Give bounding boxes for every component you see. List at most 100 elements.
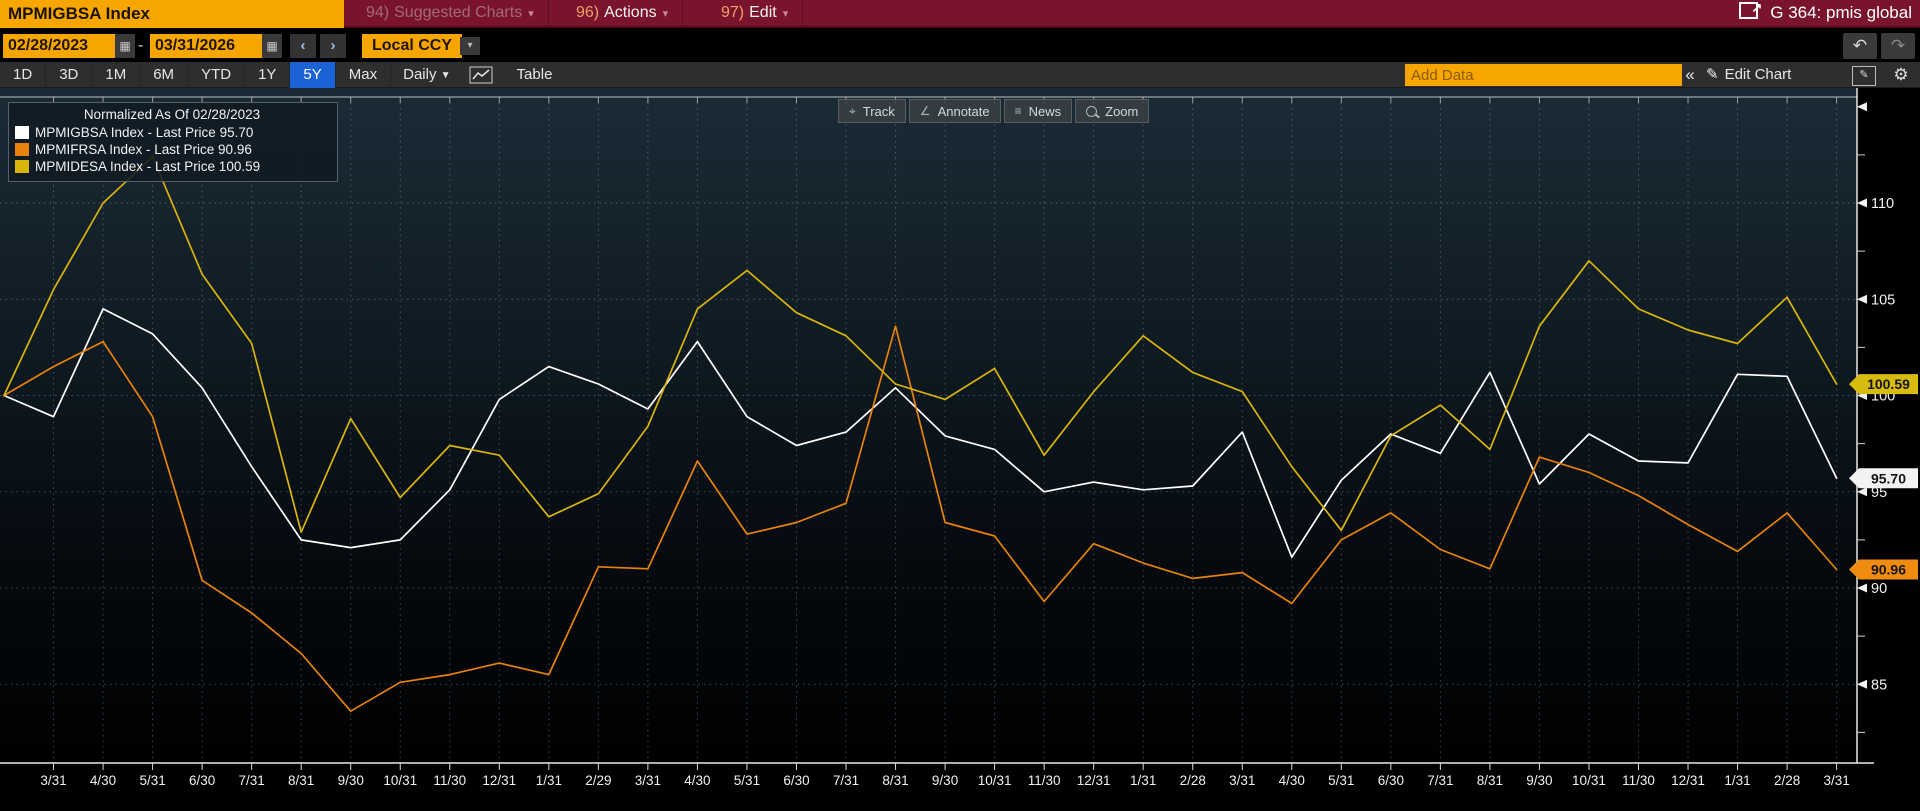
last-price-badge-mpmidesa [1849,374,1918,395]
export-icon[interactable] [1739,0,1762,21]
news-lines-icon: ≡ [1014,104,1022,118]
title-bar: MPMIGBSA Index 94) Suggested Charts ▾ 96) Ac… [0,0,1920,28]
ticker-input[interactable]: MPMIGBSA Index [0,0,344,28]
x-tick-label: 11/30 [433,773,466,788]
period-button-1d[interactable]: 1D [0,62,47,88]
title-bar-banner [344,0,1920,28]
menu-item-edit[interactable]: 97) Edit ▾ [707,0,804,26]
x-tick-label: 12/31 [482,773,516,788]
legend-entry-mpmidesa: MPMIDESA Index - Last Price 100.59 [15,158,329,175]
menu-item-suggested-charts[interactable]: 94) Suggested Charts ▾ [352,0,549,26]
legend-title: Normalized As Of 02/28/2023 [83,107,261,122]
period-button-1m[interactable]: 1M [92,62,141,88]
zoom-magnifier-icon [1086,105,1098,117]
page-tag-label: G 364: pmis global [1770,3,1912,22]
x-tick-label: 2/28 [1180,773,1206,788]
period-button-3d[interactable]: 3D [46,62,93,88]
next-period-button[interactable]: › [320,34,346,58]
frequency-caret-icon: ▼ [440,70,451,81]
period-buttons: 1D 3D 1M 6M YTD 1Y 5Y Max [0,62,392,88]
date-range-bar: 02/28/2023 ▦ - 03/31/2026 ▦ ‹ › Local CC… [0,30,1920,62]
undo-button[interactable]: ↶ [1843,33,1877,59]
date-separator: - [138,37,144,54]
start-date-field[interactable]: 02/28/2023 [3,34,115,58]
x-tick-label: 12/31 [1077,773,1111,788]
chart-notes-icon[interactable]: ✎ [1852,66,1876,86]
currency-caret-icon[interactable]: ▾ [460,37,480,55]
start-date-calendar-icon[interactable]: ▦ [115,34,135,58]
pencil-icon: ✎ [1706,66,1719,83]
x-tick-label: 6/30 [1378,773,1404,788]
y-tick-arrow-icon [1857,102,1867,112]
frequency-dropdown[interactable]: Daily ▼ [403,66,451,83]
y-tick-arrow-icon [1857,198,1867,208]
period-button-6m[interactable]: 6M [140,62,189,88]
x-tick-label: 10/31 [383,773,417,788]
collapse-panel-button[interactable]: « [1685,65,1695,84]
x-tick-label: 10/31 [1572,773,1606,788]
x-tick-label: 5/31 [734,773,760,788]
y-tick-label: 110 [1871,196,1894,212]
legend-entry-mpmigbsa: MPMIGBSA Index - Last Price 95.70 [15,124,329,141]
last-price-badge-value: 90.96 [1871,562,1906,578]
edit-chart-button[interactable]: ✎ Edit Chart [1706,66,1792,83]
settings-gear-icon[interactable]: ⚙ [1893,65,1909,84]
x-tick-label: 8/31 [1477,773,1503,788]
overlay-button-label: Zoom [1105,103,1139,119]
overlay-button-label: News [1028,103,1062,119]
legend-entry-text: MPMIFRSA Index - Last Price 90.96 [35,142,252,157]
end-date-calendar-icon[interactable]: ▦ [262,34,282,58]
x-tick-label: 3/31 [1229,773,1255,788]
legend-entry-mpmifrsa: MPMIFRSA Index - Last Price 90.96 [15,141,329,158]
redo-button[interactable]: ↷ [1881,33,1915,59]
table-button[interactable]: Table [516,66,553,83]
annotate-button[interactable]: ∠ Annotate [908,99,1001,123]
y-tick-label: 85 [1871,677,1887,693]
period-button-max[interactable]: Max [336,62,392,88]
x-tick-label: 7/31 [239,773,265,788]
currency-select[interactable]: Local CCY [362,34,463,58]
period-button-ytd[interactable]: YTD [188,62,246,88]
menu-item-actions[interactable]: 96) Actions ▾ [562,0,684,26]
add-data-input[interactable] [1405,64,1682,86]
track-crosshair-icon: ⌖ [849,103,856,118]
chart-type-icon[interactable] [463,62,499,88]
x-tick-label: 3/31 [40,773,66,788]
series-line-mpmigbsa [3,308,1838,559]
chart-area[interactable]: 3/31 4/30 5/31 6/30 7/31 8/31 9/30 10/31 11/30 12… [0,88,1920,811]
legend-swatch-icon [15,160,29,173]
last-price-badge-value: 95.70 [1871,470,1906,486]
last-price-badge-mpmifrsa [1849,559,1918,580]
last-price-badge-mpmigbsa [1849,468,1918,489]
period-button-5y[interactable]: 5Y [290,62,336,88]
series-line-mpmidesa [3,155,1838,534]
x-tick-label: 2/28 [1774,773,1800,788]
prev-period-button[interactable]: ‹ [290,34,316,58]
y-tick-arrow-icon [1857,487,1867,497]
end-date-field[interactable]: 03/31/2026 [150,34,262,58]
x-tick-label: 1/31 [1130,773,1156,788]
x-tick-label: 1/31 [536,773,562,788]
x-tick-label: 1/31 [1724,773,1750,788]
period-button-1y[interactable]: 1Y [245,62,291,88]
news-button[interactable]: ≡ News [1003,99,1073,123]
track-button[interactable]: ⌖ Track [838,99,906,123]
plot-background [0,88,1857,763]
x-tick-label: 3/31 [1823,773,1849,788]
overlay-button-label: Annotate [937,103,990,119]
x-tick-label: 9/30 [1526,773,1552,788]
zoom-button[interactable]: Zoom [1075,99,1150,123]
x-tick-label: 9/30 [338,773,364,788]
series-line-mpmifrsa [3,325,1838,713]
y-tick-label: 95 [1871,485,1887,501]
x-tick-label: 11/30 [1028,773,1061,788]
y-tick-arrow-icon [1857,294,1867,304]
x-tick-label: 12/31 [1671,773,1705,788]
x-tick-label: 9/30 [932,773,958,788]
x-tick-label: 5/31 [1328,773,1354,788]
x-tick-label: 11/30 [1622,773,1655,788]
y-tick-label: 105 [1871,292,1895,308]
